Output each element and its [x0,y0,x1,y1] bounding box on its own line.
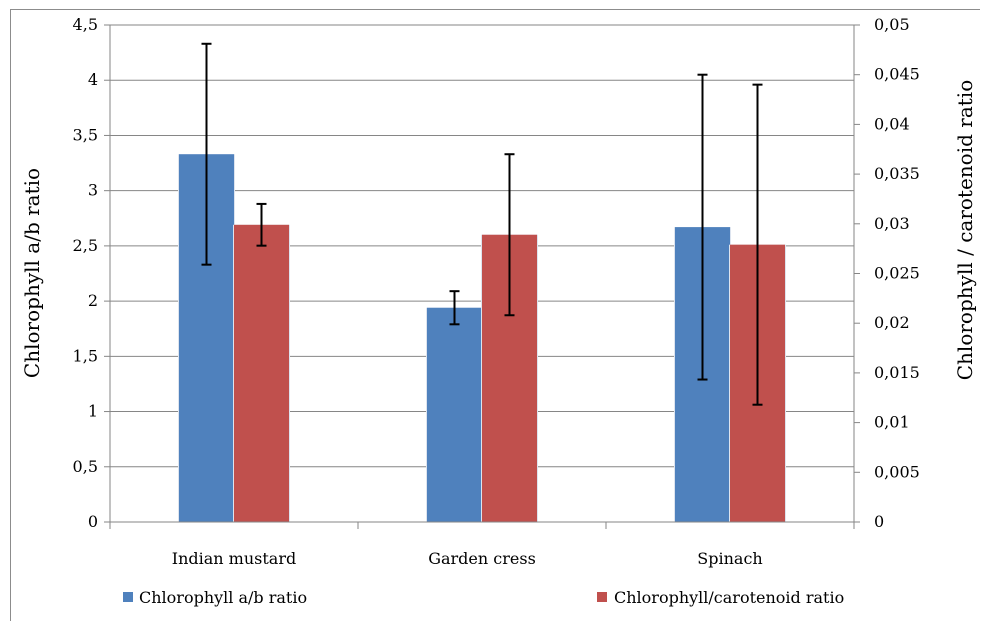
right-tick-label: 0,02 [874,313,910,332]
y-axis-title-right: Chlorophyll / carotenoid ratio [953,80,977,381]
category-label: Indian mustard [172,549,296,568]
left-tick-label: 1,5 [73,346,98,365]
right-tick-label: 0,03 [874,214,910,233]
left-tick-label: 3,5 [73,125,98,144]
bar [234,225,289,522]
y-axis-title-left: Chlorophyll a/b ratio [20,168,44,378]
left-tick-label: 4,5 [73,15,98,34]
category-labels: Indian mustard Garden cress Spinach [172,549,763,568]
bars [178,154,786,522]
left-tick-label: 4 [88,70,98,89]
left-tick-label: 1 [88,402,98,421]
left-tick-label: 0 [88,512,98,531]
left-tick-label: 2 [88,291,98,310]
right-tick-label: 0,005 [874,462,920,481]
bar [427,308,482,522]
right-tick-label: 0,045 [874,65,920,84]
right-tick-label: 0 [874,512,884,531]
left-tick-labels: 0 0,5 1 1,5 2 2,5 3 3,5 4 4,5 [73,15,98,531]
category-label: Spinach [697,549,762,568]
legend-swatch-chlorophyll-ab [123,592,133,602]
right-tick-label: 0,035 [874,164,920,183]
left-tick-label: 3 [88,181,98,200]
legend: Chlorophyll a/b ratio Chlorophyll/carote… [123,588,844,607]
legend-label-chlorophyll-ab: Chlorophyll a/b ratio [139,588,307,607]
category-label: Garden cress [428,549,536,568]
left-tick-label: 0,5 [73,457,98,476]
right-tick-label: 0,01 [874,413,910,432]
left-tick-label: 2,5 [73,236,98,255]
right-tick-label: 0,025 [874,264,920,283]
legend-label-chlorophyll-carotenoid: Chlorophyll/carotenoid ratio [614,588,844,607]
right-tick-label: 0,05 [874,15,910,34]
legend-swatch-chlorophyll-carotenoid [597,592,607,602]
right-tick-label: 0,015 [874,363,920,382]
right-tick-labels: 0 0,005 0,01 0,015 0,02 0,025 0,03 0,035 0,04 0,0… [874,15,920,531]
right-tick-label: 0,04 [874,114,910,133]
